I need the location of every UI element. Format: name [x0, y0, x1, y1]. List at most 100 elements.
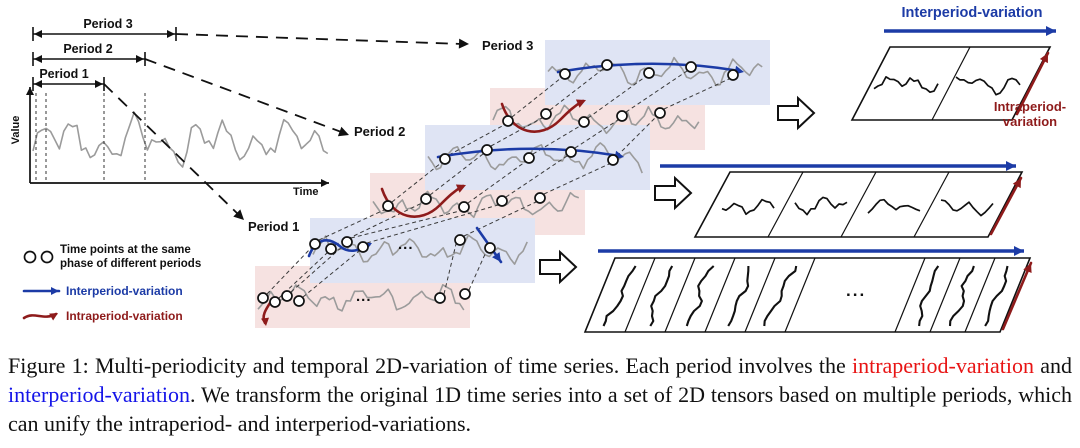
phase-point — [601, 59, 613, 71]
tensor-divider — [704, 257, 736, 333]
ellipsis: ... — [846, 281, 867, 300]
arrowhead — [1012, 178, 1021, 189]
phase-connector — [625, 70, 688, 113]
legend-phase-circle — [40, 250, 54, 264]
arrowhead — [34, 80, 42, 88]
caption-mid: and — [1034, 353, 1073, 378]
tensor-interperiod-label: Interperiod-variation — [901, 5, 1043, 21]
legend-marks — [22, 250, 61, 321]
projection-line — [103, 83, 242, 218]
tensor-divider — [784, 257, 816, 333]
phase-connector — [543, 163, 610, 195]
bracket-label-period-1: Period 1 — [39, 67, 89, 81]
tensor-signal — [685, 265, 715, 327]
phase-point — [534, 192, 546, 204]
phase-connector — [302, 250, 360, 298]
arrowhead — [458, 38, 469, 49]
tensor-divider — [931, 46, 971, 121]
phase-connector — [448, 124, 505, 156]
period-series-lower — [492, 104, 700, 135]
phase-point — [459, 288, 471, 300]
phase-point — [565, 146, 577, 158]
phase-connector — [663, 78, 730, 110]
arrowhead — [34, 30, 42, 38]
arrowhead — [1046, 26, 1056, 36]
phase-point — [481, 144, 493, 156]
phase-connector — [391, 162, 442, 203]
phase-point — [578, 116, 590, 128]
tensor-signal — [955, 76, 1021, 96]
arrowhead — [167, 30, 175, 38]
phase-connector — [350, 210, 461, 239]
caption-intraperiod-term: intraperiod-variation — [851, 353, 1035, 378]
phase-point — [281, 290, 293, 302]
tensor-signal — [727, 265, 750, 327]
legend-phase-circle — [23, 250, 37, 264]
diagram-graphics — [22, 26, 1056, 333]
tensor-intraperiod-arrow — [989, 176, 1023, 236]
transform-arrow — [539, 249, 578, 285]
tensor-signal — [602, 265, 637, 327]
phase-point — [357, 241, 369, 253]
left-plot — [26, 27, 329, 187]
caption-part2: . We transform the original 1D time seri… — [8, 382, 1072, 437]
tensor-divider — [840, 171, 877, 238]
arrowhead — [261, 317, 269, 326]
tensor-divider — [664, 257, 696, 333]
tensor-signal — [794, 196, 848, 216]
phase-point — [325, 243, 337, 255]
original-time-series — [32, 111, 329, 168]
phase-point — [420, 193, 432, 205]
phase-connector — [505, 155, 568, 198]
phase-connector — [443, 243, 457, 295]
phase-point — [496, 195, 508, 207]
arrowhead — [1023, 263, 1032, 273]
phase-point — [454, 234, 466, 246]
tensor-intraperiod-line1: Intraperiod- — [993, 99, 1067, 114]
arrowhead — [51, 287, 59, 295]
legend-intraperiod-label: Intraperiod-variation — [66, 309, 183, 323]
tensors — [583, 26, 1056, 333]
tensor-signal — [721, 198, 775, 216]
tensor-signal — [940, 199, 994, 217]
tensor-divider — [913, 171, 950, 238]
ellipsis: ... — [356, 288, 372, 305]
phase-connector — [467, 161, 526, 204]
phase-connector — [463, 201, 537, 237]
phase-point — [293, 295, 305, 307]
bracket-label-period-3: Period 3 — [83, 17, 133, 31]
panel-label-period-1: Period 1 — [248, 219, 300, 234]
diagram-canvas — [22, 26, 1056, 333]
tensor-signal — [763, 265, 798, 327]
arrowhead — [575, 99, 586, 108]
phase-point — [540, 108, 552, 120]
projection-line — [175, 33, 463, 45]
phase-point — [269, 296, 281, 308]
phase-point — [616, 110, 628, 122]
legend-interperiod-label: Interperiod-variation — [66, 284, 183, 298]
phase-point — [727, 69, 739, 81]
phase-point — [309, 238, 321, 250]
legend-phase-label: Time points at the same phase of differe… — [60, 244, 202, 270]
arrowhead — [337, 126, 349, 137]
caption-part1: Figure 1: Multi-periodicity and temporal… — [8, 353, 852, 378]
tensor-divider — [929, 257, 961, 333]
phase-point — [643, 67, 655, 79]
arrowhead — [321, 179, 329, 187]
phase-point — [382, 200, 394, 212]
phase-point — [523, 152, 535, 164]
bracket-label-period-2: Period 2 — [63, 42, 113, 56]
phase-connector — [616, 116, 657, 157]
period-series-lower — [372, 190, 580, 219]
arrowhead — [492, 252, 501, 262]
tensor-divider — [624, 257, 656, 333]
phase-connector — [318, 209, 385, 241]
interperiod-arrow — [436, 147, 622, 159]
arrowhead — [95, 80, 103, 88]
projection-lines — [103, 33, 469, 220]
phase-connector — [511, 77, 562, 118]
phase-point — [685, 61, 697, 73]
phase-point — [257, 292, 269, 304]
panel-label-period-3: Period 3 — [482, 38, 534, 53]
phase-point — [559, 68, 571, 80]
